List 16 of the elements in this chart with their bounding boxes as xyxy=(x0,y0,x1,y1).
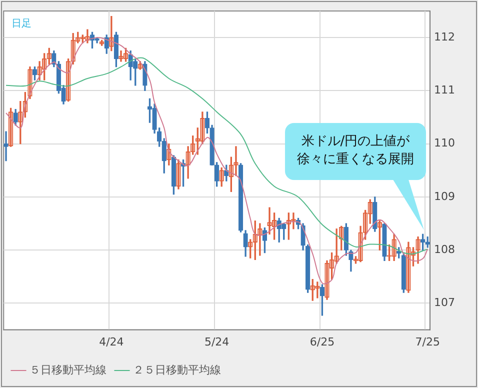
line-series xyxy=(6,58,428,254)
y-tick-label: 107 xyxy=(434,296,455,310)
x-tick-label: 4/24 xyxy=(99,335,124,348)
x-tick-label: 7/25 xyxy=(415,335,440,348)
x-tick-label: 6/25 xyxy=(310,335,335,348)
line-series xyxy=(6,37,428,284)
y-tick-label: 112 xyxy=(434,30,455,44)
text: 日足 xyxy=(12,18,32,30)
legend-label: ５日移動平均線 xyxy=(30,363,106,376)
x-tick-label: 5/24 xyxy=(204,335,230,348)
y-tick-label: 110 xyxy=(434,136,455,150)
annotation: 米ドル/円の上値が徐々に重くなる展開 xyxy=(296,133,415,169)
y-tick-label: 109 xyxy=(434,190,455,203)
y-tick-label: 108 xyxy=(434,242,455,256)
y-tick-label: 111 xyxy=(434,84,455,97)
legend-label: ２５日移動平均線 xyxy=(133,363,221,376)
